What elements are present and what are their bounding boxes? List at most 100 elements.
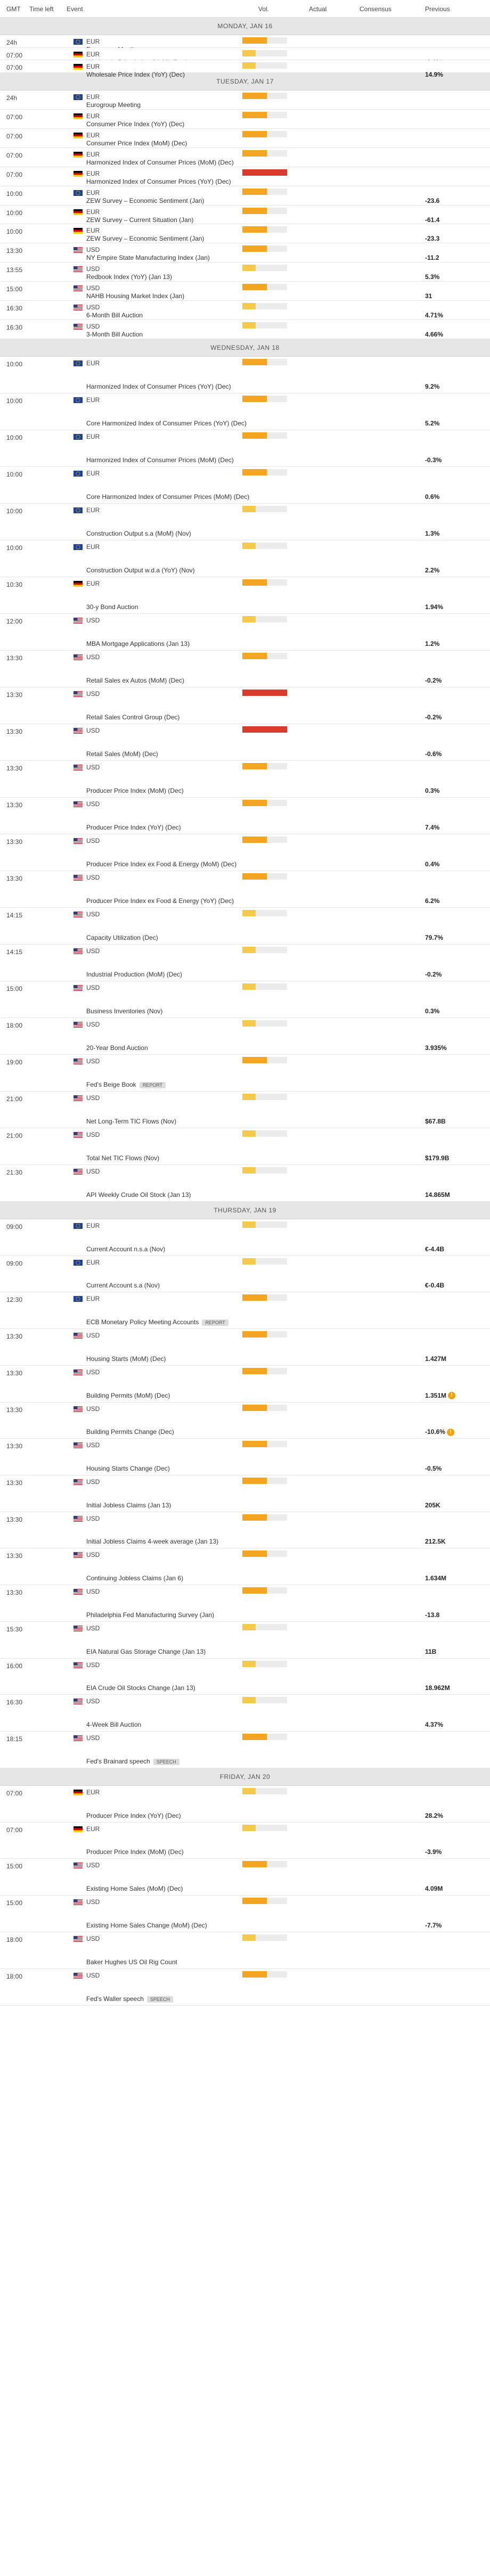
event-row[interactable]: 12:30 EUR ECB Monetary Policy Meeting Acco… — [0, 1292, 490, 1330]
event-row[interactable]: 21:00 USD Net Long-Term TIC Flows (Nov) $67… — [0, 1091, 490, 1128]
event-row[interactable]: 10:00 EUR Core Harmonized Index of Consume… — [0, 393, 490, 430]
event-row[interactable]: 07:00 EUR Producer Price Index (MoM) (Dec)… — [0, 1822, 490, 1859]
event-name[interactable]: Redbook Index (YoY) (Jan 13) — [86, 273, 172, 281]
event-row[interactable]: 16:30 USD 6-Month Bill Auction 4.71% — [0, 301, 490, 321]
event-name[interactable]: Current Account s.a (Nov) — [86, 1282, 160, 1290]
event-row[interactable]: 18:00 USD Fed's Waller speech SPEECH — [0, 1968, 490, 2006]
event-row[interactable]: 10:00 EUR Harmonized Index of Consumer Pri… — [0, 430, 490, 467]
event-name[interactable]: 30-y Bond Auction — [86, 603, 138, 611]
event-name[interactable]: Philadelphia Fed Manufacturing Survey (J… — [86, 1611, 215, 1619]
event-row[interactable]: 15:00 USD Business Inventories (Nov) 0.3% — [0, 981, 490, 1018]
event-name[interactable]: Initial Jobless Claims 4-week average (J… — [86, 1538, 219, 1546]
event-name[interactable]: Consumer Price Index (YoY) (Dec) — [86, 120, 185, 128]
event-name[interactable]: Producer Price Index (YoY) (Dec) — [86, 1811, 181, 1819]
event-name[interactable]: Current Account n.s.a (Nov) — [86, 1245, 166, 1253]
event-name[interactable]: NAHB Housing Market Index (Jan) — [86, 292, 185, 300]
event-row[interactable]: 16:30 USD 4-Week Bill Auction 4.37% — [0, 1695, 490, 1732]
event-name[interactable]: Fed's Beige Book — [86, 1080, 136, 1088]
event-row[interactable]: 07:00 EUR Harmonized Index of Consumer Pri… — [0, 167, 490, 186]
event-row[interactable]: 10:00 EUR Construction Output s.a (MoM) (N… — [0, 503, 490, 540]
event-row[interactable]: 10:00 EUR ZEW Survey – Economic Sentiment … — [0, 186, 490, 206]
event-row[interactable]: 13:30 USD Retail Sales (MoM) (Dec) -0.6% — [0, 724, 490, 761]
event-row[interactable]: 07:00 EUR Producer Price Index (YoY) (Dec)… — [0, 1785, 490, 1823]
event-row[interactable]: 09:00 EUR Current Account n.s.a (Nov) €-4.4… — [0, 1219, 490, 1256]
revised-icon[interactable]: ! — [448, 1392, 456, 1400]
event-name[interactable]: Housing Starts (MoM) (Dec) — [86, 1355, 166, 1363]
event-row[interactable]: 10:00 EUR ZEW Survey – Economic Sentiment … — [0, 224, 490, 244]
event-name[interactable]: Producer Price Index ex Food & Energy (Y… — [86, 897, 234, 905]
event-name[interactable]: Construction Output s.a (MoM) (Nov) — [86, 529, 191, 537]
event-row[interactable]: 18:00 USD Baker Hughes US Oil Rig Count — [0, 1932, 490, 1969]
event-name[interactable]: 20-Year Bond Auction — [86, 1044, 148, 1052]
event-name[interactable]: ZEW Survey – Economic Sentiment (Jan) — [86, 235, 205, 243]
event-row[interactable]: 09:00 EUR Current Account s.a (Nov) €-0.4B — [0, 1256, 490, 1293]
event-name[interactable]: Construction Output w.d.a (YoY) (Nov) — [86, 566, 195, 574]
event-row[interactable]: 13:30 USD Retail Sales ex Autos (MoM) (Dec… — [0, 650, 490, 687]
event-name[interactable]: Producer Price Index ex Food & Energy (M… — [86, 860, 237, 868]
event-name[interactable]: 3-Month Bill Auction — [86, 331, 143, 339]
event-name[interactable]: Wholesale Price Index (YoY) (Dec) — [86, 71, 185, 79]
event-name[interactable]: Retail Sales Control Group (Dec) — [86, 713, 180, 721]
event-row[interactable]: 12:00 USD MBA Mortgage Applications (Jan 1… — [0, 613, 490, 651]
event-row[interactable]: 15:00 USD Existing Home Sales (MoM) (Dec) 4… — [0, 1859, 490, 1896]
event-name[interactable]: NY Empire State Manufacturing Index (Jan… — [86, 254, 210, 262]
event-name[interactable]: ZEW Survey – Current Situation (Jan) — [86, 216, 194, 224]
event-row[interactable]: 13:30 USD Producer Price Index (MoM) (Dec)… — [0, 760, 490, 798]
event-name[interactable]: Continuing Jobless Claims (Jan 6) — [86, 1574, 184, 1582]
event-name[interactable]: EIA Natural Gas Storage Change (Jan 13) — [86, 1647, 206, 1655]
event-row[interactable]: 13:30 USD Philadelphia Fed Manufacturing S… — [0, 1585, 490, 1622]
event-row[interactable]: 13:30 USD Building Permits Change (Dec) -10… — [0, 1402, 490, 1439]
event-name[interactable]: Harmonized Index of Consumer Prices (YoY… — [86, 177, 231, 185]
event-row[interactable]: 07:00 EUR Consumer Price Index (YoY) (Dec) — [0, 109, 490, 129]
event-name[interactable]: Retail Sales (MoM) (Dec) — [86, 750, 158, 758]
event-row[interactable]: 13:30 USD Initial Jobless Claims (Jan 13) 2… — [0, 1475, 490, 1512]
event-row[interactable]: 16:00 USD EIA Crude Oil Stocks Change (Jan… — [0, 1658, 490, 1695]
event-name[interactable]: 6-Month Bill Auction — [86, 311, 143, 319]
event-name[interactable]: Core Harmonized Index of Consumer Prices… — [86, 493, 250, 501]
event-row[interactable]: 15:00 USD Existing Home Sales Change (MoM)… — [0, 1896, 490, 1933]
event-name[interactable]: Producer Price Index (MoM) (Dec) — [86, 1848, 184, 1856]
event-row[interactable]: 10:00 EUR Construction Output w.d.a (YoY) … — [0, 540, 490, 577]
event-row[interactable]: 15:30 USD EIA Natural Gas Storage Change (… — [0, 1621, 490, 1659]
event-name[interactable]: Fed's Brainard speech — [86, 1757, 150, 1765]
event-row[interactable]: 13:30 USD Building Permits (MoM) (Dec) 1.35… — [0, 1365, 490, 1402]
event-row[interactable]: 07:00 EUR Wholesale Price Index (YoY) (Dec… — [0, 60, 490, 78]
event-row[interactable]: 21:00 USD Total Net TIC Flows (Nov) $179.9B — [0, 1128, 490, 1165]
event-row[interactable]: 10:30 EUR 30-y Bond Auction 1.94% — [0, 577, 490, 614]
event-name[interactable]: 4-Week Bill Auction — [86, 1721, 142, 1729]
event-row[interactable]: 21:30 USD API Weekly Crude Oil Stock (Jan … — [0, 1164, 490, 1202]
event-name[interactable]: Producer Price Index (YoY) (Dec) — [86, 823, 181, 831]
event-row[interactable]: 13:30 USD Housing Starts Change (Dec) -0.5% — [0, 1439, 490, 1475]
event-name[interactable]: ECB Monetary Policy Meeting Accounts — [86, 1318, 199, 1326]
event-name[interactable]: API Weekly Crude Oil Stock (Jan 13) — [86, 1191, 191, 1199]
event-name[interactable]: Retail Sales ex Autos (MoM) (Dec) — [86, 676, 185, 684]
event-name[interactable]: Existing Home Sales Change (MoM) (Dec) — [86, 1922, 207, 1930]
event-name[interactable]: Business Inventories (Nov) — [86, 1007, 163, 1015]
event-name[interactable]: Net Long-Term TIC Flows (Nov) — [86, 1117, 177, 1125]
revised-icon[interactable]: ! — [447, 1429, 455, 1437]
event-row[interactable]: 07:00 EUR Harmonized Index of Consumer Pri… — [0, 147, 490, 167]
event-name[interactable]: Housing Starts Change (Dec) — [86, 1464, 170, 1472]
event-name[interactable]: Baker Hughes US Oil Rig Count — [86, 1958, 177, 1966]
event-row[interactable]: 18:00 USD 20-Year Bond Auction 3.935% — [0, 1018, 490, 1055]
event-name[interactable]: Building Permits Change (Dec) — [86, 1428, 174, 1436]
event-row[interactable]: 13:30 USD Initial Jobless Claims 4-week av… — [0, 1512, 490, 1549]
event-row[interactable]: 13:30 USD Producer Price Index ex Food & E… — [0, 834, 490, 871]
event-name[interactable]: Consumer Price Index (MoM) (Dec) — [86, 139, 187, 147]
event-row[interactable]: 10:00 EUR ZEW Survey – Current Situation (… — [0, 205, 490, 225]
event-row[interactable]: 10:00 EUR Core Harmonized Index of Consume… — [0, 466, 490, 504]
event-row[interactable]: 14:15 USD Industrial Production (MoM) (Dec… — [0, 944, 490, 981]
event-name[interactable]: Eurogroup Meeting — [86, 101, 141, 109]
event-row[interactable]: 18:15 USD Fed's Brainard speech SPEECH — [0, 1732, 490, 1768]
event-name[interactable]: EIA Crude Oil Stocks Change (Jan 13) — [86, 1684, 195, 1692]
event-name[interactable]: Producer Price Index (MoM) (Dec) — [86, 786, 184, 794]
event-row[interactable]: 13:30 USD Continuing Jobless Claims (Jan 6… — [0, 1548, 490, 1586]
event-name[interactable]: MBA Mortgage Applications (Jan 13) — [86, 639, 190, 647]
event-row[interactable]: 19:00 USD Fed's Beige Book REPORT — [0, 1054, 490, 1092]
event-row[interactable]: 07:00 EUR Consumer Price Index (MoM) (Dec) — [0, 128, 490, 148]
event-row[interactable]: 13:30 USD Producer Price Index ex Food & E… — [0, 871, 490, 908]
event-row[interactable]: 14:15 USD Capacity Utilization (Dec) 79.7% — [0, 907, 490, 945]
